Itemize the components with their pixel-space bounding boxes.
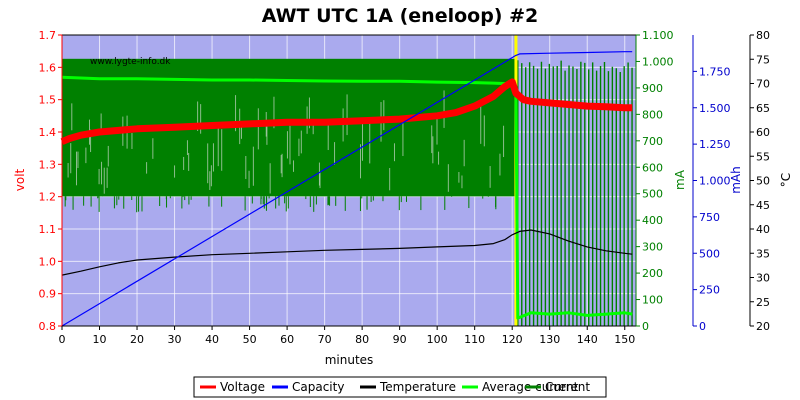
legend-entry: Current — [545, 380, 590, 394]
volt-tick-label: 1.1 — [39, 223, 57, 236]
volt-tick-label: 1.5 — [39, 94, 57, 107]
x-tick-label: 100 — [427, 333, 448, 346]
celsius-tick-label: 30 — [756, 272, 770, 285]
mAh-tick-label: 1.500 — [699, 102, 731, 115]
voltage-series — [60, 78, 633, 145]
x-tick-label: 140 — [577, 333, 598, 346]
celsius-tick-label: 40 — [756, 223, 770, 236]
celsius-tick-label: 70 — [756, 78, 770, 91]
x-tick-label: 80 — [355, 333, 369, 346]
mAh-tick-label: 1.250 — [699, 138, 731, 151]
volt-tick-label: 1.7 — [39, 29, 57, 42]
x-tick-label: 60 — [280, 333, 294, 346]
celsius-tick-label: 75 — [756, 53, 770, 66]
legend-entry: Voltage — [220, 380, 265, 394]
mA-tick-label: 200 — [642, 267, 663, 280]
celsius-tick-label: 35 — [756, 247, 770, 260]
mAh-tick-label: 250 — [699, 284, 720, 297]
legend-entry: Capacity — [292, 380, 344, 394]
mah-axis: 0 250 500 750 1.000 1.250 1.500 1.750 mAh — [692, 35, 743, 333]
x-tick-label: 50 — [243, 333, 257, 346]
ma-axis: 0 100 200 300 400 500 600 700 800 900 1.000 1.100 mA — [635, 29, 687, 333]
x-tick-label: 90 — [393, 333, 407, 346]
x-tick-label: 70 — [318, 333, 332, 346]
voltage-line — [60, 78, 633, 145]
mA-axis-label: mA — [673, 169, 687, 190]
celsius-tick-label: 80 — [756, 29, 770, 42]
x-tick-label: 40 — [205, 333, 219, 346]
mA-tick-label: 900 — [642, 82, 663, 95]
mA-tick-label: 800 — [642, 108, 663, 121]
mAh-tick-label: 750 — [699, 211, 720, 224]
volt-tick-label: 1.3 — [39, 158, 57, 171]
legend-entry: Temperature — [379, 380, 456, 394]
capacity-series — [61, 51, 633, 327]
celsius-tick-label: 55 — [756, 150, 770, 163]
mA-tick-label: 400 — [642, 214, 663, 227]
average-current-series — [61, 75, 633, 320]
x-tick-label: 30 — [168, 333, 182, 346]
x-tick-label: 150 — [614, 333, 635, 346]
mAh-tick-label: 1.000 — [699, 175, 731, 188]
x-tick-label: 20 — [130, 333, 144, 346]
mA-tick-label: 100 — [642, 294, 663, 307]
volt-tick-label: 0.9 — [39, 288, 57, 301]
celsius-axis: 20 25 30 35 40 45 50 55 60 65 70 75 80 °C — [749, 29, 793, 333]
celsius-tick-label: 65 — [756, 102, 770, 115]
watermark-text: www.lygte-info.dk — [90, 57, 171, 67]
plot-area: www.lygte-info.dk — [60, 34, 637, 327]
x-tick-label: 10 — [93, 333, 107, 346]
mA-tick-label: 1.000 — [642, 55, 674, 68]
mA-tick-label: 1.100 — [642, 29, 674, 42]
x-tick-label: 110 — [464, 333, 485, 346]
chart-title: AWT UTC 1A (eneloop) #2 — [262, 5, 539, 27]
celsius-axis-label: °C — [779, 173, 793, 187]
x-tick-label: 130 — [539, 333, 560, 346]
volt-tick-label: 1.2 — [39, 191, 57, 204]
mAh-tick-label: 0 — [699, 320, 706, 333]
mA-tick-label: 600 — [642, 161, 663, 174]
celsius-tick-label: 20 — [756, 320, 770, 333]
mAh-tick-label: 1.750 — [699, 65, 731, 78]
mA-tick-label: 500 — [642, 188, 663, 201]
average-current-line — [61, 75, 633, 320]
mAh-axis-label: mAh — [729, 166, 743, 194]
x-axis: 0 10 20 30 40 50 60 70 80 90 100 110 120 130 140 150 — [59, 325, 636, 346]
mA-tick-label: 0 — [642, 320, 649, 333]
celsius-tick-label: 50 — [756, 175, 770, 188]
celsius-tick-label: 25 — [756, 296, 770, 309]
volt-axis-label: volt — [13, 168, 27, 191]
temperature-series — [61, 229, 633, 276]
x-axis-label: minutes — [325, 353, 374, 367]
celsius-tick-label: 60 — [756, 126, 770, 139]
mAh-tick-label: 500 — [699, 247, 720, 260]
legend-box — [193, 376, 607, 398]
mA-tick-label: 700 — [642, 135, 663, 148]
volt-tick-label: 1.4 — [39, 126, 57, 139]
volt-tick-label: 0.8 — [39, 320, 57, 333]
mA-tick-label: 300 — [642, 241, 663, 254]
legend: Voltage Capacity Temperature Average curren… — [193, 376, 607, 398]
x-tick-label: 0 — [59, 333, 66, 346]
celsius-tick-label: 45 — [756, 199, 770, 212]
volt-axis: 0.8 0.9 1.0 1.1 1.2 1.3 1.4 1.5 1.6 1.7 volt — [13, 29, 63, 333]
capacity-line — [61, 51, 633, 327]
volt-tick-label: 1.0 — [39, 255, 57, 268]
temperature-line — [61, 229, 633, 276]
volt-tick-label: 1.6 — [39, 61, 57, 74]
x-tick-label: 120 — [502, 333, 523, 346]
